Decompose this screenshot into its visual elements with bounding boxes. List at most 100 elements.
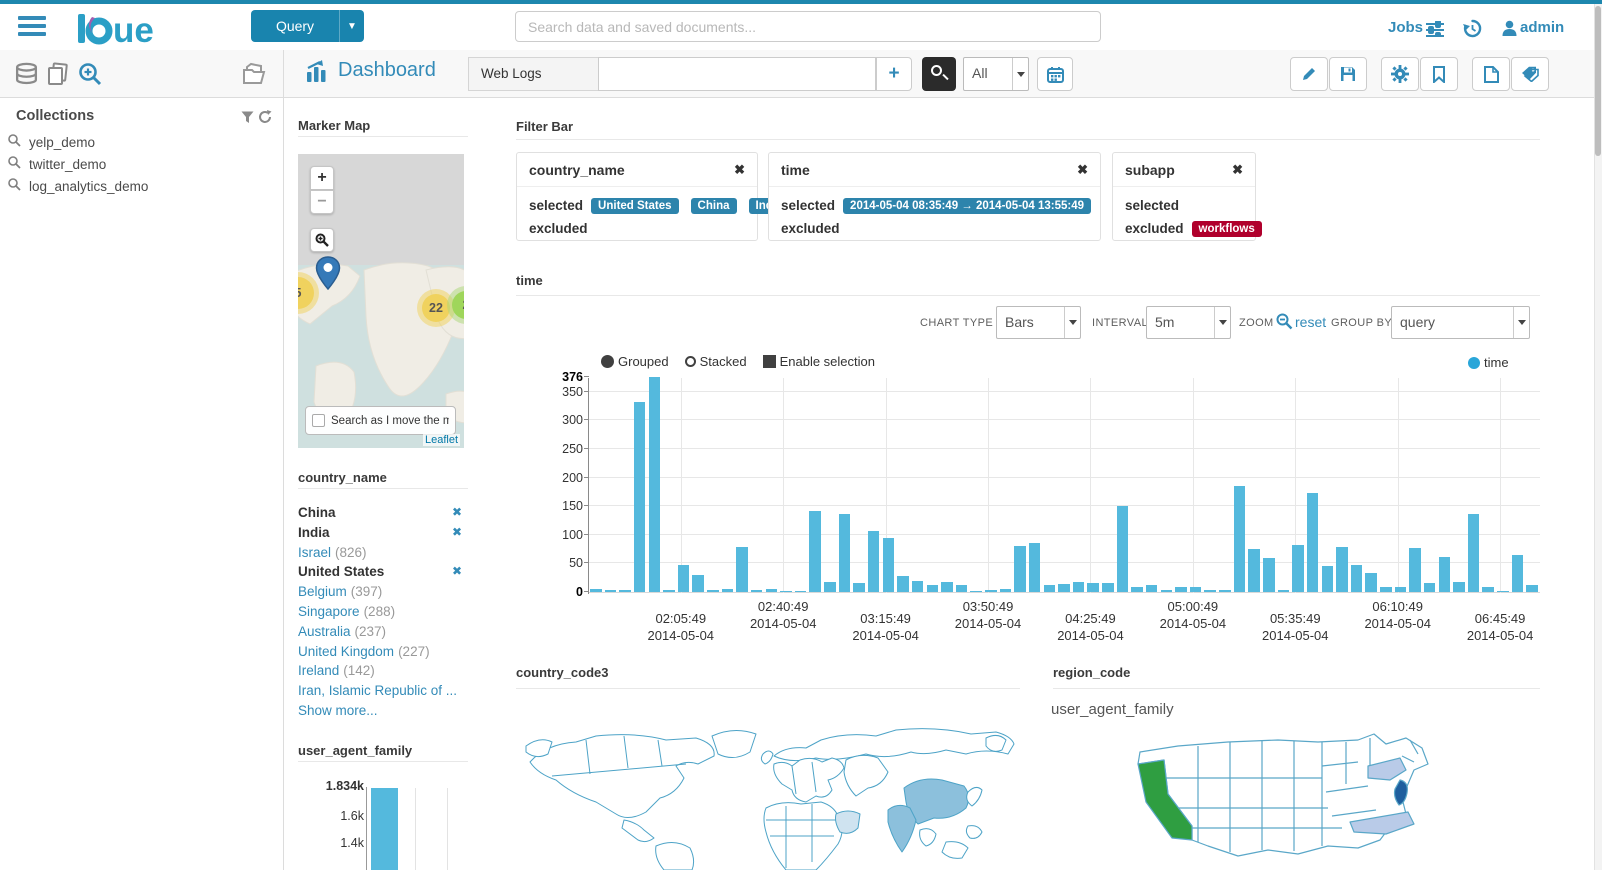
chart-bar[interactable] <box>911 580 924 592</box>
map-search-toggle[interactable]: Search as I move the map <box>305 406 456 435</box>
chart-bar[interactable] <box>1028 543 1041 592</box>
collection-item[interactable]: log_analytics_demo <box>8 175 268 197</box>
chart-bar[interactable] <box>1263 558 1275 592</box>
facet-link[interactable]: Australia <box>298 623 351 639</box>
map-cluster[interactable]: 2 <box>447 286 464 324</box>
facet-link[interactable]: Israel <box>298 544 332 560</box>
time-bar-chart[interactable] <box>584 376 1540 594</box>
collection-item[interactable]: twitter_demo <box>8 153 268 175</box>
dashboard-name-box[interactable]: Web Logs <box>468 57 599 91</box>
hamburger-menu-icon[interactable] <box>18 16 46 40</box>
chart-bar[interactable] <box>1321 566 1334 592</box>
facet-item[interactable]: Singapore (288) <box>298 602 468 622</box>
chart-bar[interactable] <box>1423 583 1436 592</box>
chart-bar[interactable] <box>1014 546 1026 592</box>
chart-bar[interactable] <box>1306 492 1319 592</box>
filter-value-pill[interactable]: workflows <box>1191 220 1262 237</box>
close-icon[interactable]: ✖ <box>1077 161 1088 177</box>
filter-value-pill[interactable]: United States <box>591 197 679 214</box>
query-caret-icon[interactable]: ▼ <box>347 20 357 32</box>
chart-bar[interactable] <box>721 588 734 592</box>
map-pin-icon[interactable] <box>315 256 341 290</box>
chart-bar[interactable] <box>1365 573 1377 592</box>
close-icon[interactable]: ✖ <box>1232 161 1243 177</box>
user-agent-family-chart[interactable]: 1.834k 1.6k 1.4k <box>298 779 468 870</box>
chart-bar[interactable] <box>1131 587 1143 592</box>
chart-bar[interactable] <box>1072 581 1085 592</box>
chart-bar[interactable] <box>926 585 938 592</box>
filter-funnel-icon[interactable] <box>241 111 254 124</box>
chart-bar[interactable] <box>1453 581 1465 592</box>
date-range-button[interactable] <box>1037 57 1073 91</box>
remove-filter-icon[interactable]: ✖ <box>451 505 462 519</box>
chart-bar[interactable] <box>648 377 661 592</box>
facet-item[interactable]: United Kingdom (227) <box>298 642 468 662</box>
facet-link[interactable]: Iran, Islamic Republic of ... <box>298 683 458 699</box>
documents-icon[interactable] <box>46 62 70 87</box>
enable-selection-checkbox[interactable]: Enable selection <box>762 354 875 369</box>
chart-bar[interactable] <box>853 582 865 592</box>
zoom-in-icon[interactable] <box>78 62 103 87</box>
chart-bar[interactable] <box>1409 547 1421 592</box>
chart-bar[interactable] <box>1087 583 1099 592</box>
chart-bar[interactable] <box>765 588 778 592</box>
chart-bar[interactable] <box>999 588 1012 592</box>
group-by-select[interactable]: query <box>1391 306 1530 339</box>
zoom-reset-link[interactable]: reset <box>1295 314 1327 330</box>
chart-bar[interactable] <box>897 576 909 592</box>
page-scrollbar-thumb[interactable] <box>1595 6 1601 156</box>
zoom-out-icon[interactable] <box>1276 313 1293 330</box>
map-zoom-out-button[interactable]: − <box>310 190 334 214</box>
interval-select[interactable]: 5m <box>1146 306 1231 339</box>
map-cluster[interactable]: 5 <box>298 272 319 314</box>
bookmark-button[interactable] <box>1420 57 1458 91</box>
chart-bar[interactable] <box>1380 587 1392 592</box>
chart-bar[interactable] <box>1394 587 1407 592</box>
world-map-gradient[interactable] <box>516 702 1020 870</box>
filter-value-pill[interactable]: China <box>690 197 737 214</box>
chart-bar[interactable] <box>1043 585 1056 592</box>
chart-bar[interactable] <box>1350 564 1363 592</box>
close-icon[interactable]: ✖ <box>734 161 745 177</box>
chart-bar[interactable] <box>1292 544 1304 592</box>
facet-item[interactable]: Belgium (397) <box>298 582 468 602</box>
tags-button[interactable] <box>1511 57 1549 91</box>
map-search-checkbox[interactable] <box>312 414 325 427</box>
chart-bar[interactable] <box>633 401 646 592</box>
chart-type-select[interactable]: Bars <box>996 306 1081 339</box>
chart-bar[interactable] <box>750 590 763 592</box>
hue-logo[interactable]: ue <box>76 8 181 48</box>
add-facet-button[interactable]: + <box>876 57 912 91</box>
user-name[interactable]: admin <box>1520 19 1565 36</box>
new-document-button[interactable] <box>1472 57 1510 91</box>
facet-link[interactable]: Ireland <box>298 663 340 679</box>
chart-bar[interactable] <box>955 585 968 592</box>
settings-button[interactable] <box>1381 57 1419 91</box>
stacked-radio[interactable]: Stacked <box>684 354 747 369</box>
map-zoom-in-button[interactable]: + <box>310 166 334 190</box>
chart-bar[interactable] <box>1116 506 1129 592</box>
chart-bar[interactable] <box>619 590 631 592</box>
search-button[interactable] <box>922 57 956 91</box>
query-button[interactable]: Query ▼ <box>251 10 364 42</box>
save-dashboard-button[interactable] <box>1329 57 1367 91</box>
chart-bar[interactable] <box>1058 584 1070 592</box>
chart-bar[interactable] <box>1467 513 1480 592</box>
marker-map[interactable]: + − 5 222 Search as I move the map Leafle… <box>298 154 464 448</box>
global-search-input[interactable] <box>516 12 1100 41</box>
facet-item[interactable]: Show more... <box>298 701 468 721</box>
chart-bar[interactable] <box>1233 486 1246 592</box>
history-icon[interactable] <box>1463 19 1482 38</box>
edit-dashboard-button[interactable] <box>1290 57 1328 91</box>
chart-bar[interactable] <box>1175 587 1187 592</box>
chart-bar[interactable] <box>1204 589 1216 592</box>
folder-icon[interactable] <box>241 61 267 87</box>
chart-bar[interactable] <box>794 590 807 592</box>
facet-link[interactable]: Singapore <box>298 603 360 619</box>
leaflet-attribution[interactable]: Leaflet <box>422 434 460 446</box>
grouped-radio[interactable]: Grouped <box>601 354 669 369</box>
chart-bar[interactable] <box>1511 554 1524 592</box>
chart-bar[interactable] <box>1497 590 1509 592</box>
chart-bar[interactable] <box>1189 587 1202 592</box>
chart-bar[interactable] <box>736 546 748 592</box>
